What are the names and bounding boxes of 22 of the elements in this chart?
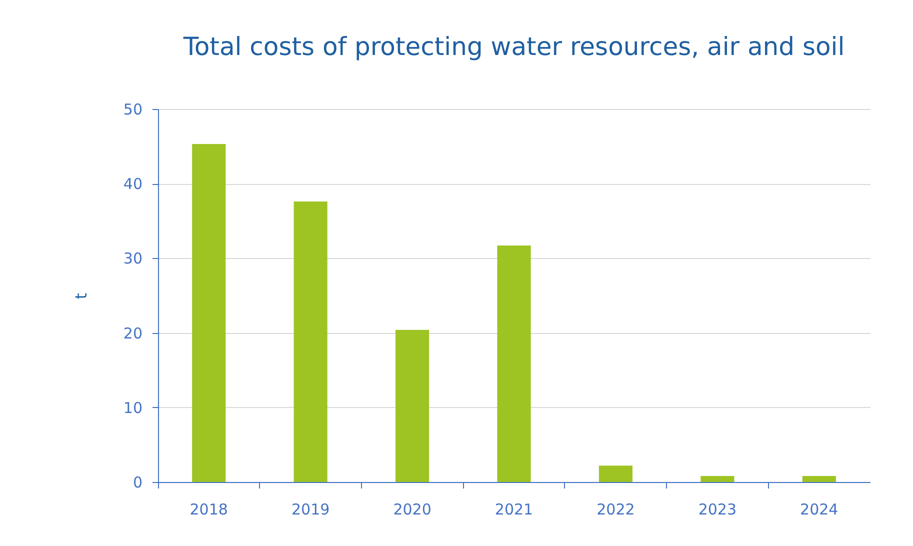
- bar: [294, 202, 328, 482]
- x-tick-label: 2019: [291, 500, 330, 518]
- x-tick-label: 2024: [800, 500, 838, 518]
- bar: [598, 466, 632, 482]
- y-tick-label: 50: [123, 100, 142, 118]
- x-tick-label: 2018: [190, 500, 228, 518]
- y-tick-label: 10: [123, 398, 142, 417]
- y-tick-label: 30: [123, 250, 142, 268]
- bar: [802, 476, 836, 482]
- y-tick-label: 0: [132, 474, 142, 492]
- bar: [700, 476, 734, 482]
- bar: [497, 246, 531, 482]
- y-axis-title: t: [71, 292, 90, 300]
- x-tick-label: 2023: [698, 500, 737, 518]
- y-tick-label: 40: [123, 175, 142, 194]
- x-tick-label: 2022: [596, 500, 635, 518]
- y-tick-label: 20: [123, 324, 142, 342]
- chart-title: Total costs of protecting water resources, air and soil: [182, 32, 845, 61]
- x-tick-label: 2021: [494, 500, 534, 518]
- bar: [192, 144, 226, 482]
- x-tick-label: 2020: [393, 500, 432, 518]
- bar: [396, 330, 430, 482]
